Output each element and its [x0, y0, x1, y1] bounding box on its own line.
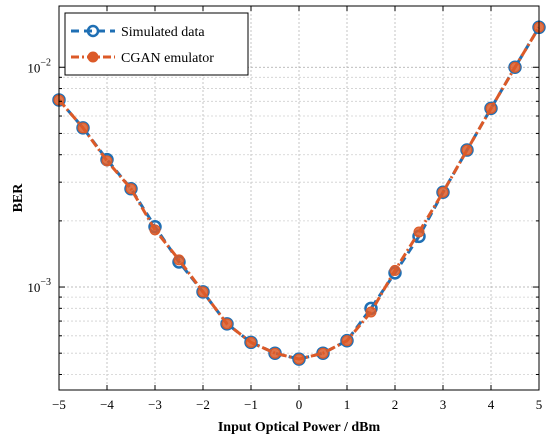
cgan-emulator-point	[245, 336, 257, 348]
x-tick-label: −5	[52, 397, 66, 412]
y-axis-label: BER	[11, 183, 26, 213]
cgan-emulator-point	[389, 264, 401, 276]
axis-ticks: −5 −4 −3 −2 −1 0 1 2 3 4 5 10−3 10−2	[27, 6, 542, 412]
cgan-emulator-point	[437, 186, 449, 198]
x-tick-label: 2	[392, 397, 399, 412]
cgan-emulator-point	[413, 226, 425, 238]
cgan-emulator-point	[365, 306, 377, 318]
legend-box	[64, 12, 249, 76]
cgan-emulator-point	[125, 183, 137, 195]
x-tick-label: 5	[536, 397, 543, 412]
cgan-emulator-point	[341, 335, 353, 347]
cgan-emulator-point	[221, 318, 233, 330]
x-tick-label: 1	[344, 397, 351, 412]
y-tick-label: 10−2	[27, 57, 51, 75]
y-tick-label: 10−3	[27, 277, 51, 295]
cgan-emulator-point	[149, 224, 161, 236]
cgan-emulator-point	[269, 347, 281, 359]
cgan-emulator-point	[77, 122, 89, 134]
cgan-emulator-point	[173, 254, 185, 266]
legend-marker-cgan	[87, 51, 99, 63]
legend-entry-simulated: Simulated data	[71, 24, 205, 40]
x-axis-label: Input Optical Power / dBm	[218, 420, 381, 435]
x-tick-label: 3	[440, 397, 447, 412]
x-tick-label: −4	[100, 397, 114, 412]
legend-label-simulated: Simulated data	[121, 25, 205, 40]
cgan-emulator-point	[101, 155, 113, 167]
x-tick-label: 4	[488, 397, 495, 412]
legend-entry-cgan: CGAN emulator	[71, 51, 214, 66]
cgan-emulator-point	[293, 353, 305, 365]
legend-marker-simulated	[86, 24, 100, 38]
cgan-emulator-point	[509, 61, 521, 73]
cgan-emulator-point	[317, 347, 329, 359]
cgan-emulator-point	[461, 144, 473, 156]
cgan-emulator-point	[197, 286, 209, 298]
legend-label-cgan: CGAN emulator	[121, 51, 214, 66]
x-tick-label: 0	[296, 397, 303, 412]
x-tick-label: −3	[148, 397, 162, 412]
x-tick-label: −2	[196, 397, 210, 412]
x-tick-label: −1	[244, 397, 258, 412]
cgan-emulator-point	[485, 102, 497, 114]
legend: Simulated data CGAN emulator	[64, 12, 249, 76]
